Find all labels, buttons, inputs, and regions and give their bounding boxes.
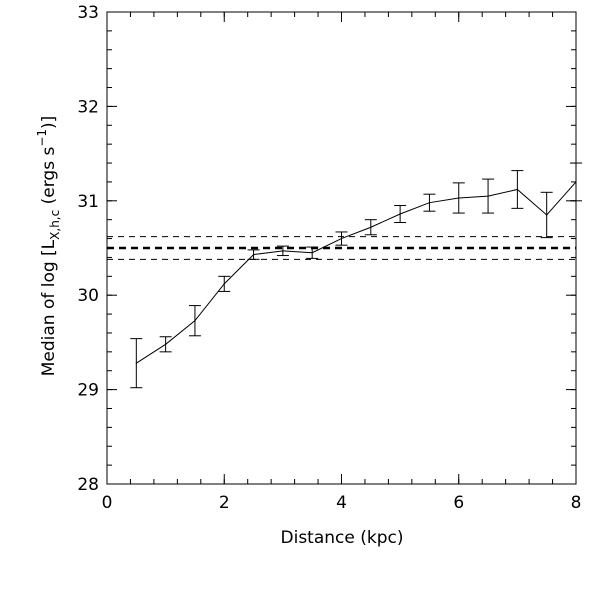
y-axis-title: Median of log [LX,h,c (ergs s−1)] (35, 116, 62, 377)
y-tick-label: 30 (77, 286, 99, 306)
data-point (546, 214, 548, 216)
series-line (136, 181, 577, 364)
x-tick-label: 4 (336, 493, 347, 513)
x-axis-title: Distance (kpc) (281, 528, 404, 548)
data-point (252, 254, 255, 256)
data-point (194, 320, 196, 322)
data-point (311, 252, 313, 254)
data-point (399, 213, 401, 215)
data-point (165, 343, 167, 345)
y-tick-label: 32 (77, 97, 99, 117)
y-axis-title-suffix: )] (39, 116, 59, 129)
data-point (370, 226, 372, 228)
y-axis-title-superscript: −1 (35, 129, 49, 147)
y-axis-title-subscript: X,h,c (48, 210, 62, 240)
x-tick-label: 6 (453, 493, 464, 513)
y-axis-title-prefix: Median of log [L (39, 239, 59, 376)
y-tick-label: 31 (77, 192, 99, 212)
data-point (458, 197, 460, 199)
data-point (575, 181, 577, 183)
x-tick-label: 8 (571, 493, 582, 513)
y-tick-label: 33 (77, 3, 99, 23)
y-axis-title-middle: (ergs s (39, 147, 59, 210)
data-point (282, 250, 284, 252)
x-tick-label: 0 (102, 493, 113, 513)
x-tick-label: 2 (219, 493, 230, 513)
data-point (516, 188, 518, 191)
data-point (223, 283, 225, 285)
data-point (135, 362, 137, 364)
data-point (340, 237, 343, 240)
plot-area: 0 2 4 6 8 28 29 30 31 32 33 (77, 3, 582, 513)
y-tick-label: 29 (77, 381, 99, 401)
data-point (428, 202, 431, 204)
data-point (487, 195, 489, 197)
y-tick-label: 28 (77, 475, 99, 495)
